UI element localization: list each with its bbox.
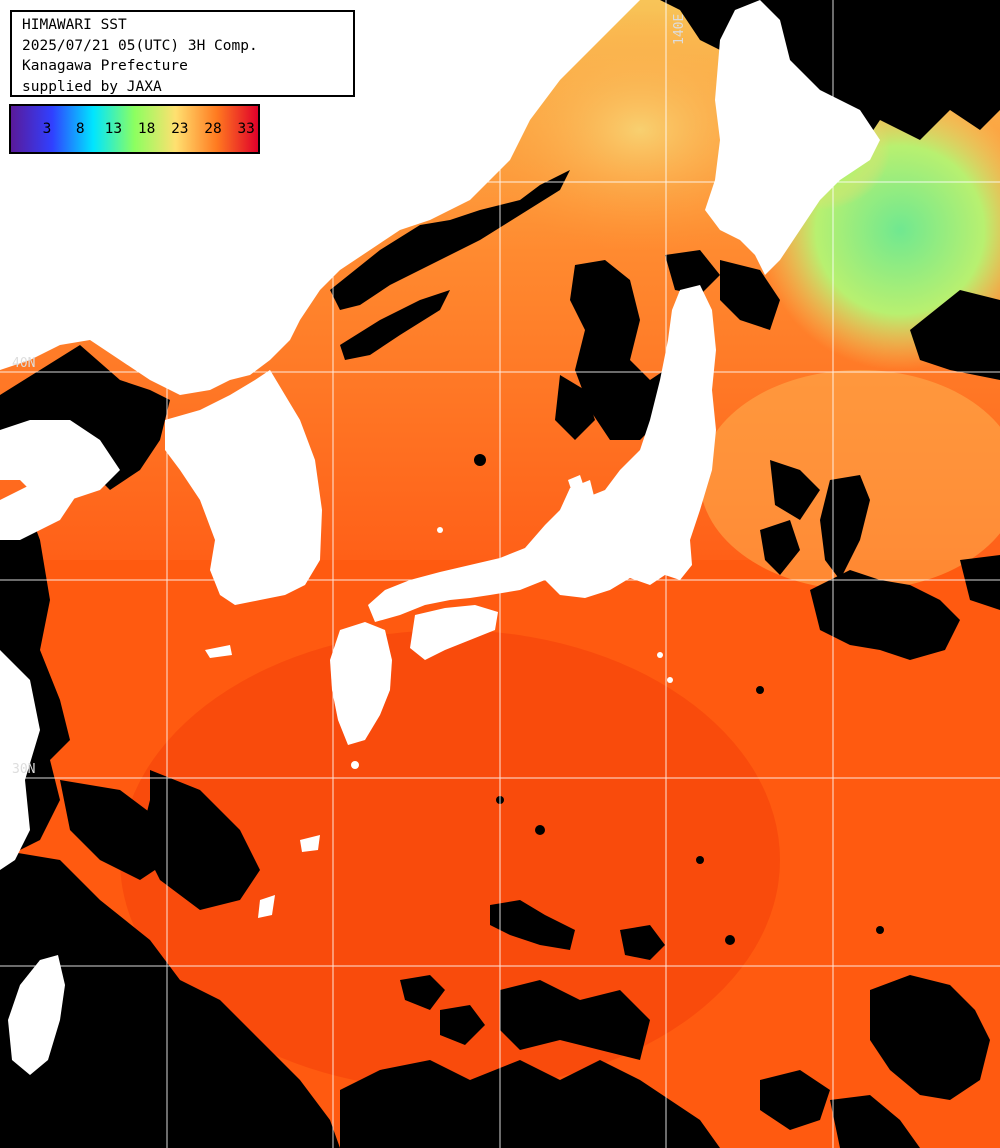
color-scale-bar	[11, 106, 258, 152]
title-line-4: supplied by JAXA	[22, 78, 162, 95]
title-line-3: Kanagawa Prefecture	[22, 58, 188, 74]
land-shikoku	[410, 605, 498, 660]
land-sado	[568, 475, 585, 492]
land-shandong	[0, 480, 80, 540]
land-mainland-north	[0, 0, 640, 395]
grid-label-30n: 30N	[12, 762, 35, 777]
legend-tick-13: 13	[104, 121, 123, 137]
legend-tick-23: 23	[171, 121, 189, 137]
grid-label-40n: 40N	[12, 356, 35, 371]
color-scale-legend: 3 8 13 18 23 28 33	[9, 104, 260, 154]
legend-tick-8: 8	[75, 121, 85, 137]
title-line-2: 2025/07/21 05(UTC) 3H Comp.	[22, 37, 258, 54]
land-korea	[165, 370, 322, 605]
land-honshu	[368, 285, 716, 622]
land-hokkaido	[705, 0, 880, 275]
color-scale-ticks: 3 8 13 18 23 28 33	[11, 106, 258, 152]
legend-tick-28: 28	[204, 121, 222, 137]
land-masses	[0, 0, 880, 1075]
land-china-coast	[0, 650, 40, 870]
legend-tick-18: 18	[137, 121, 156, 137]
grid-label-140e: 140E	[672, 14, 687, 45]
ocean-hot-zone	[120, 630, 780, 1090]
title-line-1: HIMAWARI SST	[22, 17, 127, 33]
title-box: HIMAWARI SST 2025/07/21 05(UTC) 3H Comp.…	[10, 10, 355, 97]
land-kyushu	[330, 622, 392, 745]
legend-tick-3: 3	[42, 121, 52, 137]
land-taiwan	[8, 955, 65, 1075]
land-liaodong	[0, 420, 120, 500]
land-noto	[560, 480, 595, 510]
legend-tick-33: 33	[237, 121, 255, 137]
